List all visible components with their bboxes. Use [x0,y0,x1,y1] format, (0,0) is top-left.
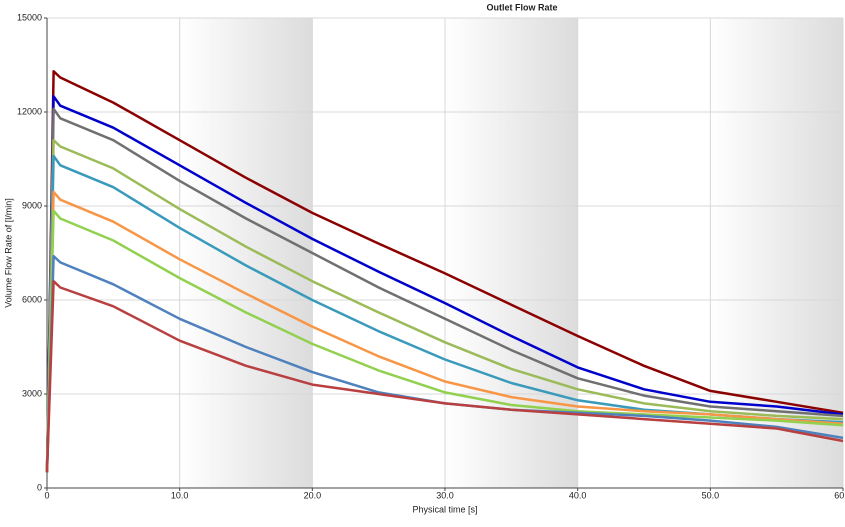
plot-band [445,18,578,488]
y-tick-label: 0 [37,482,42,492]
series-line [45,190,844,473]
x-tick-label: 20.0 [304,490,322,500]
x-tick-label: 40.0 [569,490,587,500]
series-line [45,279,844,473]
x-axis-label: Physical time [s] [412,504,477,514]
series-line [45,209,844,473]
x-tick-label: 10.0 [171,490,189,500]
series-line [45,95,844,473]
series-line [45,70,844,473]
x-tick-label: 30.0 [436,490,454,500]
plot-band [179,18,313,488]
x-tick-label: 0 [44,490,49,500]
y-tick-label: 12000 [17,106,42,116]
chart-title: Outlet Flow Rate [486,2,557,12]
y-tick-label: 9000 [22,200,42,210]
series-line [45,107,844,473]
y-tick-label: 15000 [17,12,42,22]
series-line [45,254,844,473]
plot-background [179,18,843,488]
y-tick-label: 3000 [22,388,42,398]
series-line [45,138,844,473]
y-axis-label: Volume Flow Rate of [l/min] [3,198,13,308]
x-tick-label: 50.0 [702,490,720,500]
y-tick-label: 6000 [22,294,42,304]
x-tick-label: 60.0 [834,490,845,500]
